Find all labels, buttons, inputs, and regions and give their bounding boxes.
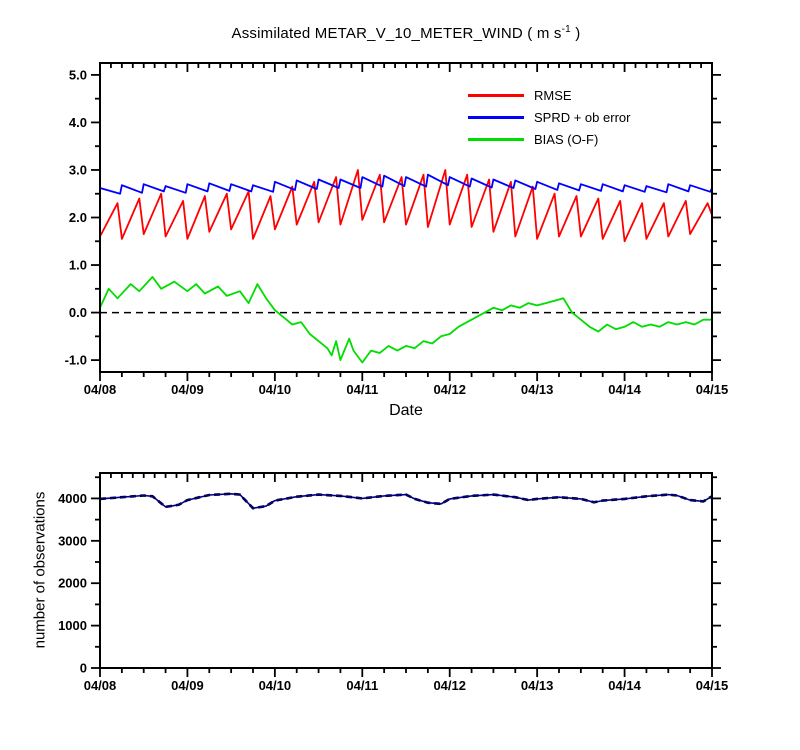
x-tick-label: 04/09 xyxy=(171,678,204,693)
y-tick-label: 0 xyxy=(80,661,87,676)
x-tick-label: 04/14 xyxy=(608,678,641,693)
chart-title-superscript: -1 xyxy=(561,24,571,35)
x-tick-label: 04/10 xyxy=(259,678,292,693)
legend-label: RMSE xyxy=(534,87,572,103)
series-number-of-observations xyxy=(99,492,713,510)
legend-line-swatch xyxy=(468,115,524,119)
chart-title-text: Assimilated METAR_V_10_METER_WIND ( m s xyxy=(231,25,562,42)
x-tick-label: 04/15 xyxy=(696,678,729,693)
legend-label: BIAS (O-F) xyxy=(534,131,599,147)
x-tick-label: 04/15 xyxy=(696,382,729,397)
chart-title-suffix: ) xyxy=(570,25,581,42)
series-sprd-ob-error xyxy=(99,173,713,195)
x-tick-label: 04/08 xyxy=(84,382,117,397)
x-axis-label-date: Date xyxy=(389,402,423,419)
y-tick-label: 2000 xyxy=(58,576,87,591)
legend-item: RMSE xyxy=(468,84,630,106)
y-axis-label-observations: number of observations xyxy=(31,491,49,649)
y-tick-label: -1.0 xyxy=(65,353,87,368)
x-tick-label: 04/10 xyxy=(259,382,292,397)
x-tick-label: 04/11 xyxy=(346,678,378,693)
y-tick-label: 3.0 xyxy=(69,162,87,177)
legend-line-swatch xyxy=(468,93,524,97)
y-tick-label: 1000 xyxy=(58,618,87,633)
legend-label: SPRD + ob error xyxy=(534,109,631,125)
y-tick-label: 3000 xyxy=(58,533,87,548)
y-tick-label: 2.0 xyxy=(69,210,87,225)
x-tick-label: 04/12 xyxy=(433,678,466,693)
legend-item: SPRD + ob error xyxy=(468,106,630,128)
x-tick-label: 04/08 xyxy=(84,678,117,693)
y-tick-label: 0.0 xyxy=(69,305,87,320)
x-tick-label: 04/09 xyxy=(171,382,204,397)
x-tick-label: 04/14 xyxy=(608,382,641,397)
x-tick-label: 04/13 xyxy=(521,382,554,397)
x-tick-label: 04/13 xyxy=(521,678,554,693)
x-tick-label: 04/11 xyxy=(346,382,378,397)
series-rmse xyxy=(99,169,713,243)
series-bias-o-f xyxy=(99,275,712,364)
y-tick-label: 4000 xyxy=(58,491,87,506)
legend: RMSE SPRD + ob error BIAS (O-F) xyxy=(468,84,630,150)
legend-line-swatch xyxy=(468,137,524,141)
x-tick-label: 04/12 xyxy=(433,382,466,397)
y-tick-label: 5.0 xyxy=(69,67,87,82)
chart-title: Assimilated METAR_V_10_METER_WIND ( m s-… xyxy=(100,24,712,42)
y-tick-label: 1.0 xyxy=(69,258,87,273)
legend-item: BIAS (O-F) xyxy=(468,128,630,150)
y-tick-label: 4.0 xyxy=(69,115,87,130)
